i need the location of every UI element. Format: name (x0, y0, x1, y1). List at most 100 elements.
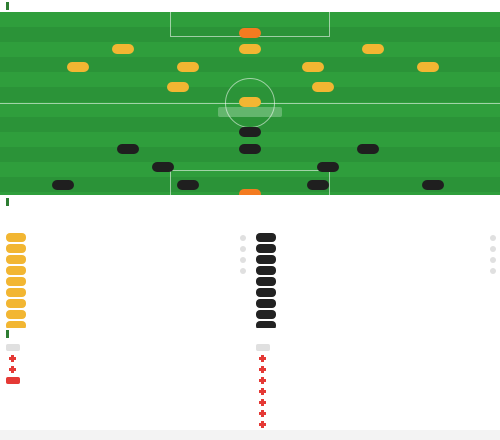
role-icon (256, 344, 270, 351)
sub-row[interactable] (6, 221, 246, 232)
player-marker[interactable] (40, 175, 86, 195)
shirt-number (256, 266, 276, 275)
player-marker[interactable] (55, 57, 101, 77)
injury-row[interactable] (256, 408, 496, 419)
sub-row[interactable] (256, 210, 496, 221)
sub-row[interactable] (256, 287, 496, 298)
injury-cross-icon (256, 410, 270, 417)
injury-row[interactable] (256, 386, 496, 397)
injury-cross-icon (256, 377, 270, 384)
player-number (177, 180, 199, 190)
sub-player-name (280, 215, 496, 216)
sub-row[interactable] (6, 265, 246, 276)
substitutes-section (0, 196, 500, 331)
player-marker[interactable] (227, 139, 273, 159)
player-number (312, 82, 334, 92)
substitution-icon (240, 245, 246, 252)
sub-row[interactable] (6, 232, 246, 243)
sub-player-name (30, 215, 246, 216)
role-icon (256, 211, 276, 220)
player-number (417, 62, 439, 72)
player-number (239, 189, 261, 195)
player-number (167, 82, 189, 92)
player-number (307, 180, 329, 190)
player-marker[interactable] (165, 57, 211, 77)
sub-player-name (280, 281, 496, 282)
player-marker[interactable] (227, 39, 273, 59)
substitution-icon (240, 256, 246, 263)
injury-row[interactable] (6, 375, 246, 386)
injury-row[interactable] (256, 397, 496, 408)
player-marker[interactable] (140, 157, 186, 177)
home-injuries-list (6, 342, 246, 386)
shirt-number (6, 299, 26, 308)
injury-row[interactable] (256, 342, 496, 353)
sub-row[interactable] (256, 243, 496, 254)
sub-row[interactable] (6, 298, 246, 309)
shirt-number (256, 310, 276, 319)
player-marker[interactable] (100, 39, 146, 59)
player-number (239, 144, 261, 154)
shirt-number (256, 255, 276, 264)
injury-row[interactable] (256, 364, 496, 375)
pitch (0, 12, 500, 195)
sub-player-name (280, 259, 450, 260)
player-marker[interactable] (295, 175, 341, 195)
player-number (357, 144, 379, 154)
player-marker[interactable] (227, 122, 273, 142)
player-number (239, 44, 261, 54)
player-marker[interactable] (305, 157, 351, 177)
injury-row[interactable] (256, 375, 496, 386)
substitution-icon (490, 256, 496, 263)
sub-row[interactable] (6, 210, 246, 221)
sub-row[interactable] (256, 320, 496, 331)
injury-row[interactable] (6, 342, 246, 353)
sub-row[interactable] (256, 309, 496, 320)
sub-row[interactable] (6, 320, 246, 331)
sub-row[interactable] (6, 254, 246, 265)
sub-row[interactable] (256, 265, 496, 276)
sub-player-name (280, 292, 496, 293)
sub-player-name (30, 292, 246, 293)
sub-row[interactable] (6, 309, 246, 320)
sub-row[interactable] (256, 254, 496, 265)
injury-row[interactable] (6, 353, 246, 364)
injury-row[interactable] (6, 364, 246, 375)
player-marker[interactable] (300, 77, 346, 97)
injury-cross-icon (256, 388, 270, 395)
player-marker[interactable] (165, 175, 211, 195)
player-marker[interactable] (105, 139, 151, 159)
player-number (239, 28, 261, 38)
substitution-icon (490, 267, 496, 274)
player-marker[interactable] (350, 39, 396, 59)
sub-row[interactable] (256, 276, 496, 287)
player-number (117, 144, 139, 154)
player-marker[interactable] (290, 57, 336, 77)
role-icon (256, 222, 276, 231)
sub-row[interactable] (256, 298, 496, 309)
substitution-icon (490, 245, 496, 252)
player-marker[interactable] (410, 175, 456, 195)
subs-header (0, 196, 500, 208)
player-marker[interactable] (227, 92, 273, 112)
player-marker[interactable] (405, 57, 451, 77)
shirt-number (6, 266, 26, 275)
player-marker[interactable] (345, 139, 391, 159)
role-icon (6, 222, 26, 231)
player-number (422, 180, 444, 190)
injury-row[interactable] (256, 419, 496, 430)
sub-row[interactable] (256, 232, 496, 243)
sub-row[interactable] (256, 221, 496, 232)
shirt-number (6, 288, 26, 297)
player-marker[interactable] (227, 184, 273, 195)
sub-row[interactable] (6, 243, 246, 254)
player-marker[interactable] (227, 23, 273, 43)
shirt-number (256, 321, 276, 330)
injury-row[interactable] (256, 353, 496, 364)
pitch-stripe (0, 57, 500, 72)
shirt-number (256, 244, 276, 253)
sub-row[interactable] (6, 287, 246, 298)
sub-row[interactable] (6, 276, 246, 287)
substitution-icon (490, 234, 496, 241)
player-marker[interactable] (155, 77, 201, 97)
